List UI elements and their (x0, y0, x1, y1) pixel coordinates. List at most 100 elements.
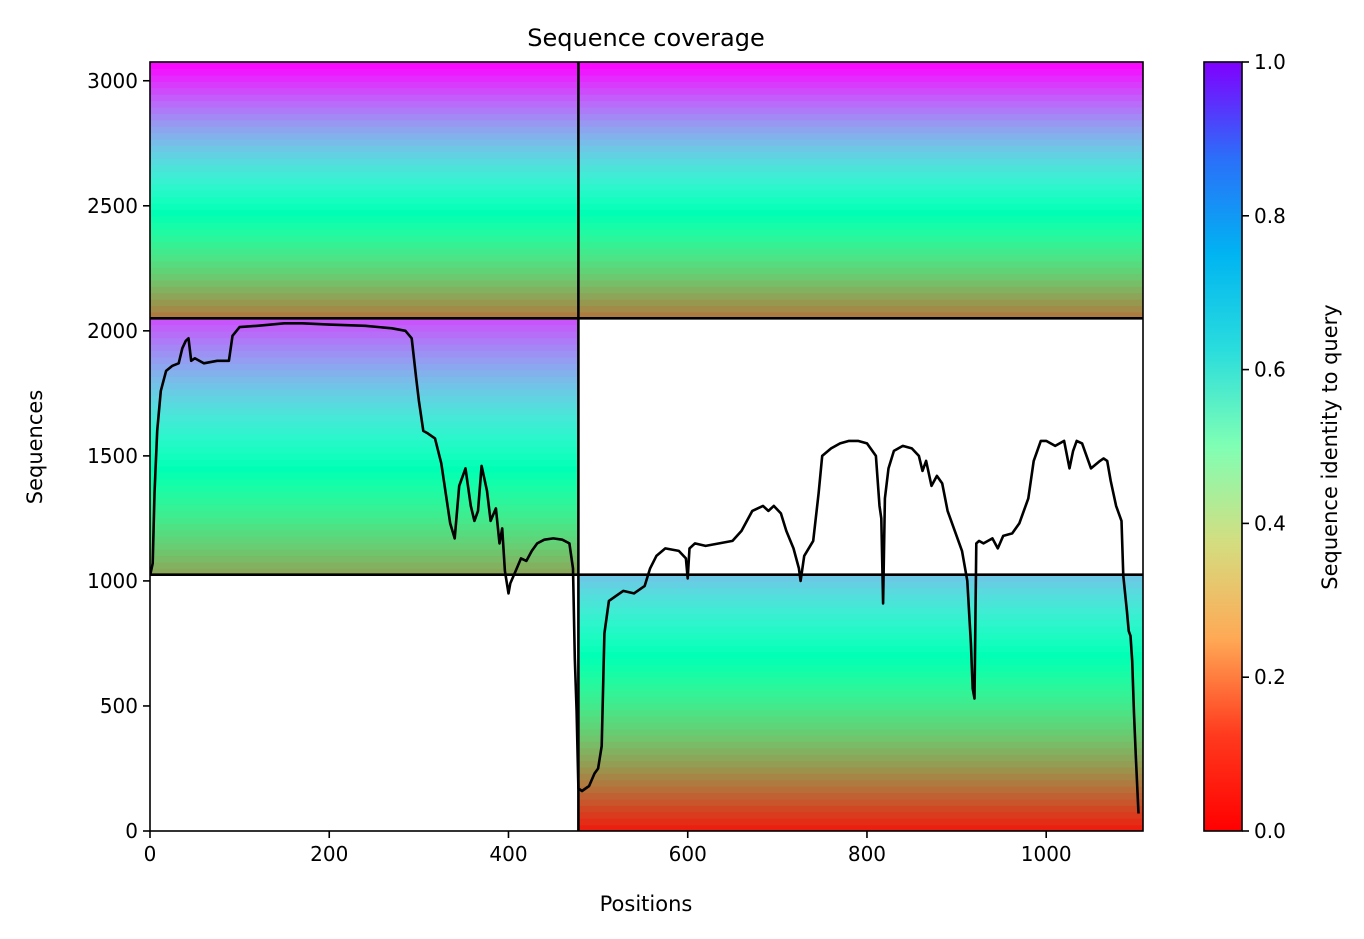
coverage-band (578, 690, 1143, 698)
coverage-band (150, 331, 579, 339)
coverage-band (150, 222, 579, 230)
y-tick-label: 500 (100, 694, 138, 718)
coverage-band (578, 113, 1143, 121)
coverage-band (150, 536, 579, 544)
y-tick-label: 1500 (87, 444, 138, 468)
colorbar-tick-label: 0.2 (1254, 665, 1286, 689)
coverage-band (578, 587, 1143, 595)
coverage-heatmap (150, 62, 1143, 831)
coverage-band (150, 100, 579, 108)
x-tick-label: 400 (489, 842, 527, 866)
coverage-band (150, 241, 579, 249)
coverage-band (150, 420, 579, 428)
coverage-block (578, 574, 1143, 831)
coverage-band (578, 792, 1143, 800)
coverage-band (150, 279, 579, 287)
coverage-band (578, 619, 1143, 627)
coverage-band (578, 311, 1143, 319)
coverage-band (578, 747, 1143, 755)
coverage-band (578, 247, 1143, 255)
x-tick-label: 0 (144, 842, 157, 866)
coverage-band (150, 350, 579, 358)
coverage-band (578, 581, 1143, 589)
coverage-band (578, 677, 1143, 685)
coverage-band (150, 235, 579, 243)
coverage-band (150, 523, 579, 531)
coverage-band (578, 177, 1143, 185)
coverage-band (150, 113, 579, 121)
coverage-band (150, 126, 579, 134)
coverage-band (578, 299, 1143, 307)
coverage-band (578, 786, 1143, 794)
coverage-band (150, 440, 579, 448)
coverage-band (150, 395, 579, 403)
coverage-band (578, 170, 1143, 178)
coverage-band (578, 651, 1143, 659)
coverage-band (150, 388, 579, 396)
coverage-band (150, 484, 579, 492)
coverage-band (150, 382, 579, 390)
coverage-band (578, 683, 1143, 691)
coverage-band (150, 459, 579, 467)
coverage-band (578, 286, 1143, 294)
coverage-band (578, 106, 1143, 114)
coverage-band (578, 87, 1143, 95)
y-tick-label: 2500 (87, 194, 138, 218)
plot-frame (149, 61, 1144, 832)
coverage-band (578, 138, 1143, 146)
x-tick-label: 1000 (1021, 842, 1072, 866)
coverage-band (578, 798, 1143, 806)
coverage-band (150, 94, 579, 102)
x-tick-label: 600 (669, 842, 707, 866)
coverage-band (150, 414, 579, 422)
y-tick-label: 0 (125, 819, 138, 843)
coverage-band (150, 561, 579, 569)
coverage-band (578, 100, 1143, 108)
x-tick-label: 200 (310, 842, 348, 866)
coverage-band (578, 625, 1143, 633)
coverage-band (150, 119, 579, 127)
coverage-band (578, 81, 1143, 89)
coverage-band (578, 805, 1143, 813)
coverage-band (578, 824, 1143, 831)
coverage-band (150, 324, 579, 332)
coverage-band (150, 337, 579, 345)
coverage-band (578, 779, 1143, 787)
coverage-band (578, 818, 1143, 826)
coverage-band (150, 363, 579, 371)
coverage-band (150, 164, 579, 172)
block-dividers (150, 62, 1143, 831)
coverage-band (150, 401, 579, 409)
colorbar-tick-label: 0.4 (1254, 511, 1286, 535)
chart-title: Sequence coverage (527, 24, 764, 52)
coverage-band (578, 773, 1143, 781)
coverage-band (150, 132, 579, 140)
coverage-band (150, 465, 579, 473)
coverage-band (578, 279, 1143, 287)
coverage-band (578, 190, 1143, 198)
colorbar-tick-label: 0.8 (1254, 204, 1286, 228)
coverage-band (578, 657, 1143, 665)
coverage-band (150, 318, 579, 326)
coverage-band (150, 106, 579, 114)
coverage-band (150, 202, 579, 210)
coverage-band (578, 811, 1143, 819)
coverage-band (150, 196, 579, 204)
coverage-band (578, 645, 1143, 653)
coverage-band (150, 87, 579, 95)
coverage-band (578, 94, 1143, 102)
x-axis-label: Positions (600, 892, 693, 916)
coverage-band (578, 158, 1143, 166)
coverage-band (150, 292, 579, 300)
coverage-band (150, 68, 579, 76)
coverage-band (578, 741, 1143, 749)
coverage-band (578, 574, 1143, 582)
y-tick-label: 1000 (87, 569, 138, 593)
coverage-band (150, 74, 579, 82)
coverage-band (578, 722, 1143, 730)
coverage-band (578, 222, 1143, 230)
coverage-band (150, 138, 579, 146)
coverage-band (578, 183, 1143, 191)
coverage-band (578, 715, 1143, 723)
